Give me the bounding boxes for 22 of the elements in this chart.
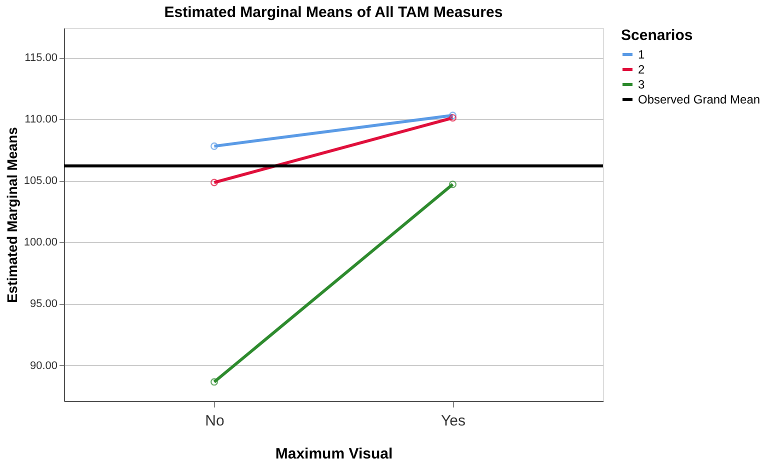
y-tick-label: 100.00 (24, 236, 58, 249)
chart-title: Estimated Marginal Means of All TAM Measures (164, 4, 503, 21)
point (448, 114, 457, 122)
x-tick-label: Yes (441, 412, 466, 430)
y-tick-label: 105.00 (24, 175, 58, 188)
y-tick-label: 90.00 (30, 360, 58, 372)
point (448, 180, 457, 188)
x-axis-title: Maximum Visual (275, 446, 393, 462)
legend-label: 3 (638, 78, 645, 92)
point (210, 142, 218, 150)
legend-label: Observed Grand Mean (638, 92, 760, 106)
point (448, 112, 457, 120)
y-tick-label: 115.00 (24, 52, 58, 64)
y-tick-label: 95.00 (30, 298, 58, 310)
point (210, 178, 218, 186)
legend-label: 1 (638, 48, 645, 62)
legend-title: Scenarios (621, 27, 693, 44)
x-tick-label: No (205, 412, 224, 430)
y-axis-title: Estimated Marginal Means (4, 126, 20, 303)
legend-label: 2 (638, 62, 645, 76)
y-tick-label: 110.00 (24, 114, 58, 126)
point (210, 378, 218, 386)
